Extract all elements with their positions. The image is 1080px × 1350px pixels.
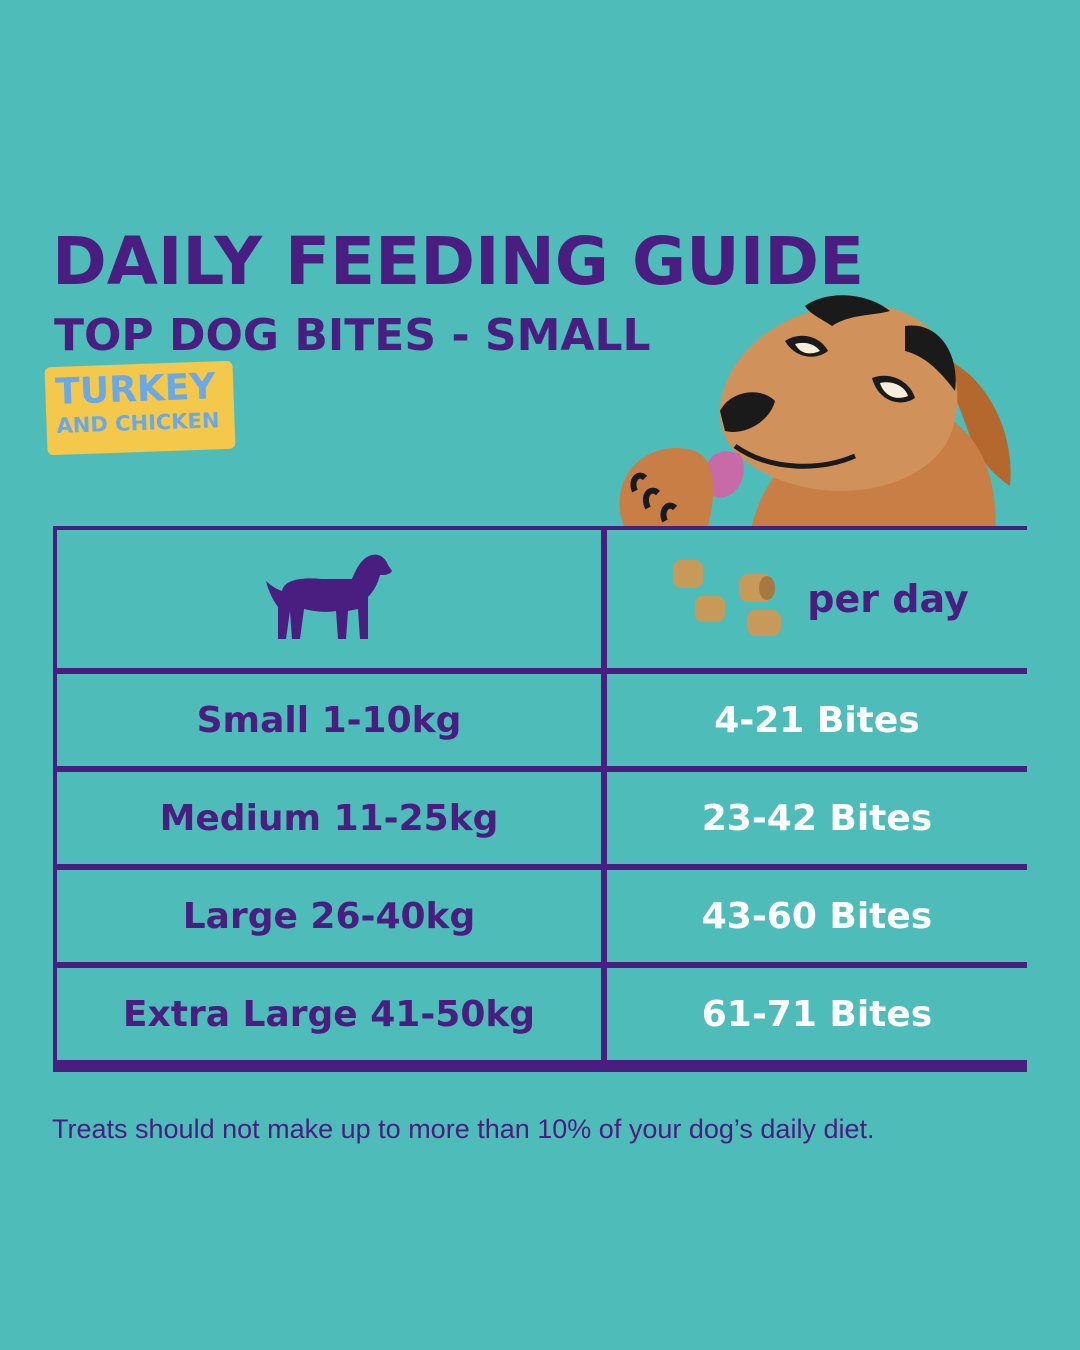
- treat-bites-icon: [673, 560, 782, 636]
- flavour-line-1: TURKEY: [54, 366, 217, 413]
- dog-silhouette-icon: [266, 554, 392, 639]
- amount-cell: 23-42 Bites: [607, 772, 1027, 864]
- flavour-line-2: AND CHICKEN: [56, 408, 220, 438]
- footnote: Treats should not make up to more than 1…: [52, 1114, 875, 1144]
- header-cell-per-day: per day: [607, 530, 1027, 668]
- flavour-badge: TURKEY AND CHICKEN: [44, 360, 236, 456]
- dog-illustration-icon: [619, 295, 1011, 536]
- feeding-table: per day Small 1-10kg 4-21 Bites Medium 1…: [53, 526, 1027, 1072]
- amount-cell: 61-71 Bites: [607, 968, 1027, 1060]
- header-cell-dog: [57, 530, 601, 668]
- product-subtitle: TOP DOG BITES - SMALL: [54, 310, 651, 361]
- size-cell: Small 1-10kg: [57, 674, 601, 766]
- amount-cell: 4-21 Bites: [607, 674, 1027, 766]
- size-cell: Medium 11-25kg: [57, 772, 601, 864]
- size-cell: Large 26-40kg: [57, 870, 601, 962]
- size-cell: Extra Large 41-50kg: [57, 968, 601, 1060]
- amount-cell: 43-60 Bites: [607, 870, 1027, 962]
- page-title: DAILY FEEDING GUIDE: [52, 223, 865, 300]
- per-day-label: per day: [807, 577, 969, 621]
